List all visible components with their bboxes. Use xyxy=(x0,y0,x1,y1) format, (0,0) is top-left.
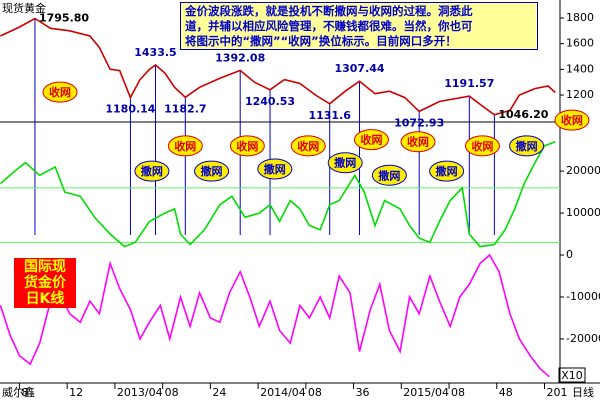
y-tick-label: 1600 xyxy=(566,37,594,50)
line-series xyxy=(0,140,556,248)
price-label: 1795.80 xyxy=(39,12,89,25)
signal-bubble xyxy=(429,160,465,182)
badge-line: 国际现 xyxy=(24,259,66,275)
signal-label: 收网 xyxy=(360,133,382,147)
signal-bubble xyxy=(42,81,78,103)
signal-bubble xyxy=(509,135,545,157)
signal-bubble xyxy=(194,160,230,182)
y-tick-label: 1800 xyxy=(566,11,594,24)
y-tick-label: 1200 xyxy=(566,88,594,101)
x-tick-label: 2015/04 xyxy=(403,386,449,399)
price-label: 1307.44 xyxy=(334,62,384,75)
signal-bubble xyxy=(464,135,500,157)
source: 威尔鑫 xyxy=(2,385,35,399)
signal-label: 撒网 xyxy=(141,164,163,178)
x-tick-label: 8 xyxy=(21,386,28,399)
price-label: 1182.7 xyxy=(164,102,206,115)
text-box: 金价波段涨跌，就是投机不断撒网与收网的过程。洞悉此 道，并辅以相应风险管理，不赚… xyxy=(180,2,538,50)
price-label: 1131.6 xyxy=(308,109,351,122)
price-label: 1046.20 xyxy=(498,108,548,121)
x-tick-label: 08 xyxy=(451,386,465,399)
badge-line: 货金价 xyxy=(24,275,66,291)
y-tick-label: 10000 xyxy=(566,206,600,219)
x-unit-label: 日线 xyxy=(572,385,594,399)
signal-bubble xyxy=(167,135,203,157)
price-label: 1191.57 xyxy=(444,77,494,90)
x-tick-label: 201 xyxy=(546,386,567,399)
chart-title: 现货黄金 xyxy=(2,1,46,15)
x-tick-label: 24 xyxy=(212,386,226,399)
signal-label: 收网 xyxy=(407,135,429,149)
signal-label: 撒网 xyxy=(436,164,458,178)
badge: 国际现 货金价 日K线 xyxy=(14,258,76,308)
y-tick-label: -10000 xyxy=(566,290,600,303)
signal-bubble xyxy=(554,109,590,131)
signal-label: 收网 xyxy=(174,139,196,153)
price-label: 1072.93 xyxy=(394,116,444,129)
signal-bubble xyxy=(229,135,265,157)
badge-line: 日K线 xyxy=(25,291,65,307)
signal-label: 撒网 xyxy=(516,139,538,153)
price-label: 1392.08 xyxy=(215,51,265,64)
signal-label: 撒网 xyxy=(264,162,286,176)
y-tick-label: 0 xyxy=(566,248,573,261)
text-line: 将图示中的“撒网”“收网”换位标示。目前网口多开！ xyxy=(185,34,457,48)
price-label: 1180.14 xyxy=(105,103,155,116)
x-tick-label: 08 xyxy=(165,386,179,399)
line-series xyxy=(0,17,556,116)
signal-bubble xyxy=(134,160,170,182)
signal-label: 撒网 xyxy=(378,168,400,182)
scale-note-box xyxy=(558,367,586,383)
y-tick-label: 1400 xyxy=(566,62,594,75)
signal-label: 撒网 xyxy=(201,164,223,178)
signal-label: 收网 xyxy=(297,139,319,153)
signal-bubble xyxy=(353,129,389,151)
signal-label: 收网 xyxy=(236,139,258,153)
signal-bubble xyxy=(257,158,293,180)
signal-bubble xyxy=(290,135,326,157)
y-tick-label: -20000 xyxy=(566,332,600,345)
x-tick-label: 08 xyxy=(308,386,322,399)
signal-label: 收网 xyxy=(471,139,493,153)
y-tick-label: 20000 xyxy=(566,164,600,177)
price-label: 1240.53 xyxy=(245,95,295,108)
x-tick-label: 2013/04 xyxy=(117,386,163,399)
signal-bubble xyxy=(400,131,436,153)
line-series xyxy=(0,253,550,378)
text-line: 道，并辅以相应风险管理，不赚钱都很难。当然，你也可 xyxy=(185,19,473,33)
signal-label: 收网 xyxy=(561,113,583,127)
x-tick-label: 48 xyxy=(499,386,513,399)
x-tick-label: 36 xyxy=(356,386,370,399)
scale-note: X10 xyxy=(561,369,583,382)
signal-bubble xyxy=(371,164,407,186)
text-line: 金价波段涨跌，就是投机不断撒网与收网的过程。洞悉此 xyxy=(185,4,473,18)
price-label: 1433.5 xyxy=(134,46,176,59)
signal-bubble xyxy=(327,152,363,174)
x-tick-label: 2014/04 xyxy=(260,386,306,399)
x-tick-label: 12 xyxy=(69,386,83,399)
signal-label: 收网 xyxy=(49,85,71,99)
signal-label: 撒网 xyxy=(334,156,356,170)
